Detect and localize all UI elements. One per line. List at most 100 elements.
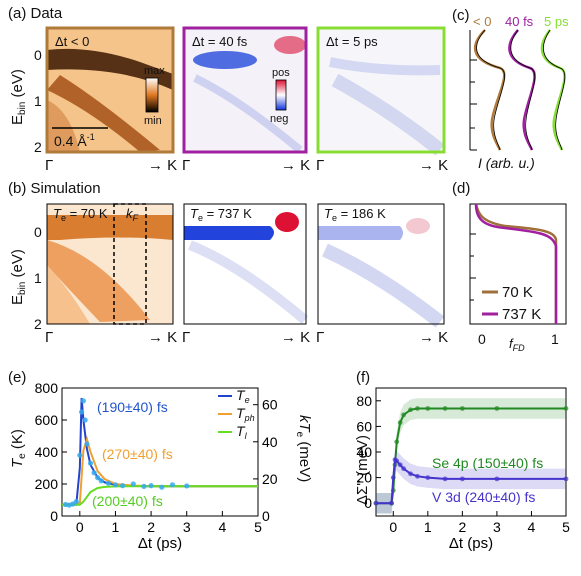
series-line [376, 457, 566, 505]
colorbar-max: max [144, 65, 165, 77]
x-tick-label: 3 [493, 519, 501, 535]
row-b-ylabel: Ebin (eV) [9, 249, 28, 305]
row-b-x-k-3: → K [419, 329, 448, 346]
y-tick-label: 20 [356, 470, 372, 486]
panel-d-xlabel: fFD [509, 336, 525, 353]
confidence-band [376, 449, 566, 514]
row-b-ytick-2: 2 [34, 316, 42, 332]
data-point [141, 483, 147, 489]
panel-e-ylabel: Te (K) [9, 429, 28, 468]
x-tick-label: 4 [218, 519, 226, 535]
confidence-band [376, 398, 566, 514]
row-a-ylabel: Ebin (eV) [9, 69, 28, 125]
panel-c-legend-1: 40 fs [505, 14, 534, 29]
data-point [77, 452, 83, 458]
row-b-x-k-2: → K [281, 329, 310, 346]
diff-colorbar-pos: pos [272, 67, 290, 79]
y-tick-label: 600 [35, 412, 59, 428]
panel-a3-label: Δt = 5 ps [326, 34, 378, 49]
x-axis-label: Δt (ps) [138, 535, 182, 552]
row-a-yaxis: Ebin (eV) 0 1 2 [9, 47, 42, 155]
data-point [82, 417, 88, 423]
x-axis-label: Δt (ps) [449, 535, 493, 552]
panel-e: (e) Te (K) kTe (meV) 0 1 2 3 4 50200400600800… [8, 369, 313, 552]
panel-f-annotation-v: V 3d (240±40) fs [432, 489, 535, 505]
y-tick-label: 800 [35, 380, 59, 396]
panel-a1-label: Δt < 0 [55, 34, 89, 49]
x-tick-label: 4 [528, 519, 536, 535]
row-a-x-gamma-3: Γ [316, 157, 324, 174]
y-tick-label: 200 [35, 476, 59, 492]
x-tick-label: 2 [147, 519, 155, 535]
panel-c-legend-2: 5 ps [544, 14, 569, 29]
y2-tick-label: 20 [262, 471, 278, 487]
y-tick-label: 0 [50, 508, 58, 524]
panel-f: (f) ΔΣ'' (meV) 0 1 2 3 4 5 0 20 40 60 80 Δt (ps) Se… [354, 369, 570, 552]
data-point [130, 481, 136, 487]
row-b-ytick-0: 0 [34, 224, 42, 240]
x-tick-label: 0 [76, 519, 84, 535]
panel-b-186K: Te = 186 K [317, 203, 445, 328]
row-b-yaxis: Ebin (eV) 0 1 2 [9, 224, 42, 332]
data-point [84, 441, 90, 447]
panel-c-label: (c) [452, 7, 470, 24]
y-tick-label: 0 [364, 495, 372, 511]
row-b-x-gamma-1: Γ [45, 329, 53, 346]
y-tick-label: 400 [35, 444, 59, 460]
colorbar-min: min [144, 115, 162, 127]
panel-b1-label: Te = 70 K [53, 206, 108, 223]
panel-c-xlabel: I (arb. u.) [478, 155, 535, 171]
y-tick-label: 60 [356, 418, 372, 434]
row-a-x-k-1: → K [148, 157, 177, 174]
chart-f: 0 1 2 3 4 5 0 20 40 60 80 Δt (ps) [356, 387, 570, 552]
x-tick-label: 3 [183, 519, 191, 535]
panel-e-annotation-te: (190±40) fs [97, 399, 168, 415]
panel-a2-label: Δt = 40 fs [192, 34, 248, 49]
panel-e-annotation-tl: (200±40) fs [92, 493, 163, 509]
row-a-ytick-1: 1 [34, 93, 42, 109]
row-a-ytick-0: 0 [34, 47, 42, 63]
panel-c-legend-0: < 0 [473, 14, 491, 29]
diff-colorbar [275, 79, 287, 111]
panel-d-label: (d) [452, 180, 470, 197]
data-point [73, 499, 79, 505]
x-tick-label: 5 [562, 519, 570, 535]
data-point [119, 483, 126, 489]
row-b-x-k-1: → K [148, 329, 177, 346]
row-a-x-gamma-2: Γ [182, 157, 190, 174]
panel-b2-label: Te = 737 K [190, 206, 252, 223]
row-b-label: (b) Simulation [8, 180, 101, 197]
panel-b-737K: Te = 737 K [183, 203, 309, 325]
panel-e-legend: Te Tph Tl [218, 387, 255, 441]
panel-a-dt-40fs: Δt = 40 fs pos neg [182, 26, 308, 154]
x-tick-label: 2 [458, 519, 466, 535]
colorbar [145, 77, 159, 113]
y2-tick-label: 40 [262, 434, 278, 450]
panel-b-70K: Te = 70 K kF [46, 203, 174, 325]
data-point [87, 460, 94, 466]
y2-tick-label: 60 [262, 397, 278, 413]
row-a-ytick-2: 2 [34, 139, 42, 155]
row-a-x-gamma-1: Γ [45, 157, 53, 174]
data-point [79, 409, 85, 415]
panel-f-ylabel: ΔΣ'' (meV) [354, 435, 371, 505]
row-a-x-k-3: → K [419, 157, 448, 174]
x-tick-label: 1 [424, 519, 432, 535]
panel-d-legend-1: 737 K [502, 306, 541, 323]
panel-d-xtick-0: 0 [478, 331, 486, 347]
y-tick-label: 80 [356, 393, 372, 409]
panel-b3-label: Te = 186 K [324, 206, 386, 223]
row-b-xaxis: Γ → K Γ → K Γ → K [45, 329, 448, 346]
diff-colorbar-neg: neg [270, 113, 288, 125]
y-tick-label: 40 [356, 444, 372, 460]
panel-e-legend-0: Te [236, 387, 250, 405]
panel-f-annotation-se: Se 4p (150±40) fs [432, 455, 543, 471]
panel-d-legend-0: 70 K [502, 284, 533, 301]
y2-tick-label: 0 [262, 508, 270, 524]
panel-e-annotation-tph: (270±40) fs [102, 446, 173, 462]
data-point [105, 480, 111, 486]
panel-e-legend-1: Tph [236, 405, 255, 423]
data-point [112, 482, 119, 488]
row-b-x-gamma-2: Γ [182, 329, 190, 346]
